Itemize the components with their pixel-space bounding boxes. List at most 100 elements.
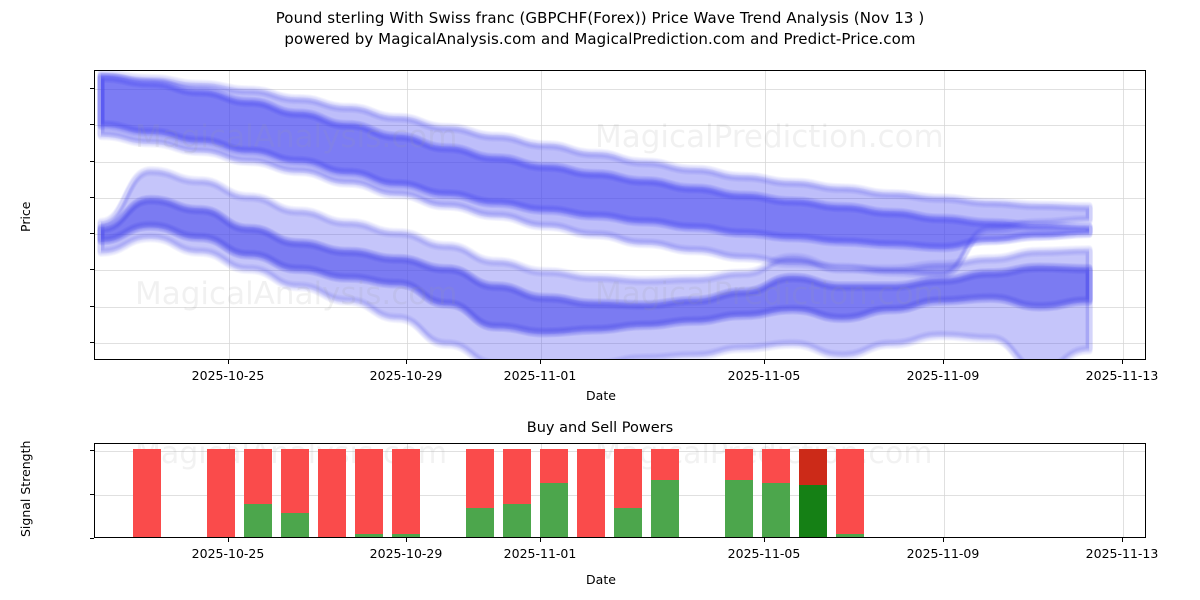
x-tick-label-2025-11-01: 2025-11-01: [503, 546, 577, 561]
wave-band-upper-band-outer: [97, 71, 1093, 281]
buy-power-segment: [651, 479, 679, 537]
y-tick-mark: [90, 538, 94, 539]
y-tick-mark: [90, 341, 94, 343]
signal-bar[interactable]: [836, 449, 864, 537]
buy-power-segment: [614, 508, 642, 537]
gridline-x-2025-10-25: [229, 71, 230, 359]
y-tick-mark: [90, 196, 94, 198]
buy-power-segment: [503, 503, 531, 537]
wave-band-lower-band-outer: [97, 166, 1093, 359]
y-tick-mark: [90, 269, 94, 271]
price-y-axis-title: Price: [18, 201, 33, 233]
wave-band-lower-band-core: [97, 195, 1093, 337]
sell-power-segment: [133, 449, 161, 537]
gridline-y-1.0625: [95, 234, 1145, 236]
wave-band-lower-band-outer: [97, 169, 1093, 359]
x-tick-mark: [228, 360, 229, 364]
signal-bar[interactable]: [392, 449, 420, 537]
signal-bar[interactable]: [725, 449, 753, 537]
sell-power-segment: [355, 449, 383, 534]
x-tick-label-2025-11-05: 2025-11-05: [727, 368, 801, 383]
page-title-line-1: Pound sterling With Swiss franc (GBPCHF(…: [275, 9, 925, 27]
signal-bar[interactable]: [318, 449, 346, 537]
sell-power-segment: [651, 449, 679, 480]
gridline-y-1.0700: [95, 125, 1145, 127]
signal-bar[interactable]: [244, 449, 272, 537]
signal-bar[interactable]: [577, 449, 605, 537]
sell-power-segment: [762, 449, 790, 484]
buy-power-segment: [540, 483, 568, 537]
signal-y-axis-title: Signal Strength: [18, 440, 33, 537]
wave-band-upper-band-core: [97, 72, 1093, 253]
x-tick-mark: [406, 538, 407, 542]
price-x-axis-title: Date: [586, 388, 616, 403]
signal-bar[interactable]: [133, 449, 161, 537]
wave-band-lower-band-outer: [97, 167, 1093, 359]
wave-band-upper-band-core: [97, 75, 1093, 250]
wave-band-lower-band-outer: [97, 168, 1093, 359]
sell-power-segment: [392, 449, 420, 534]
x-tick-mark: [406, 360, 407, 364]
wave-band-lower-band-core: [97, 194, 1093, 338]
wave-band-lower-band-core: [97, 198, 1093, 335]
gridline-x-2025-10-29: [407, 71, 408, 359]
signal-bar[interactable]: [762, 449, 790, 537]
x-tick-mark: [540, 538, 541, 542]
x-tick-label-2025-11-09: 2025-11-09: [906, 546, 980, 561]
signal-bar[interactable]: [799, 449, 827, 537]
buy-power-segment: [281, 513, 309, 537]
buy-power-segment: [355, 533, 383, 537]
x-tick-label-2025-11-13: 2025-11-13: [1085, 368, 1159, 383]
sell-power-segment: [614, 449, 642, 508]
signal-bar[interactable]: [466, 449, 494, 537]
buy-power-segment: [392, 533, 420, 537]
wave-band-upper-band-outer: [97, 71, 1093, 280]
sell-power-segment: [725, 449, 753, 480]
gridline-x-2025-11-09: [944, 444, 945, 537]
gridline-y-1.0600: [95, 270, 1145, 272]
wave-band-upper-band-core: [97, 73, 1093, 251]
x-tick-mark: [764, 538, 765, 542]
signal-bar[interactable]: [503, 449, 531, 537]
wave-band-upper-band-core: [97, 74, 1093, 250]
gridline-x-2025-11-13: [1123, 71, 1124, 359]
price-wave-bands: [97, 71, 1093, 359]
sell-power-segment: [577, 449, 605, 537]
buy-power-segment: [725, 479, 753, 537]
y-tick-mark: [90, 124, 94, 126]
sell-power-segment: [318, 449, 346, 537]
y-tick-mark: [90, 494, 94, 496]
x-tick-label-2025-11-09: 2025-11-09: [906, 368, 980, 383]
signal-bar[interactable]: [281, 449, 309, 537]
buy-power-segment: [466, 508, 494, 537]
buy-power-segment: [244, 503, 272, 537]
gridline-x-2025-11-05: [765, 71, 766, 359]
x-tick-label-2025-10-29: 2025-10-29: [369, 546, 443, 561]
wave-band-lower-band-outer: [97, 165, 1093, 359]
signal-bar[interactable]: [651, 449, 679, 537]
wave-band-upper-band-outer: [97, 71, 1093, 278]
gridline-y-1.0550: [95, 342, 1145, 344]
buy-power-segment: [762, 483, 790, 537]
x-tick-mark: [1122, 538, 1123, 542]
buy-sell-powers-title: Buy and Sell Powers: [526, 420, 674, 436]
x-tick-mark: [943, 538, 944, 542]
y-tick-mark: [90, 450, 94, 452]
signal-bar[interactable]: [355, 449, 383, 537]
x-tick-label-2025-11-05: 2025-11-05: [727, 546, 801, 561]
y-tick-mark: [90, 305, 94, 307]
x-tick-mark: [228, 538, 229, 542]
x-tick-label-2025-11-13: 2025-11-13: [1085, 546, 1159, 561]
gridline-y-1.0725: [95, 89, 1145, 91]
y-tick-mark: [90, 160, 94, 162]
sell-power-segment: [836, 449, 864, 534]
signal-bar[interactable]: [207, 449, 235, 537]
signal-bar[interactable]: [540, 449, 568, 537]
wave-band-upper-band-core: [97, 73, 1093, 252]
signal-bar[interactable]: [614, 449, 642, 537]
chart-title-block: Pound sterling With Swiss franc (GBPCHF(…: [0, 8, 1200, 50]
y-tick-mark: [90, 233, 94, 235]
gridline-y-1.0650: [95, 197, 1145, 199]
gridline-x-2025-11-13: [1123, 444, 1124, 537]
